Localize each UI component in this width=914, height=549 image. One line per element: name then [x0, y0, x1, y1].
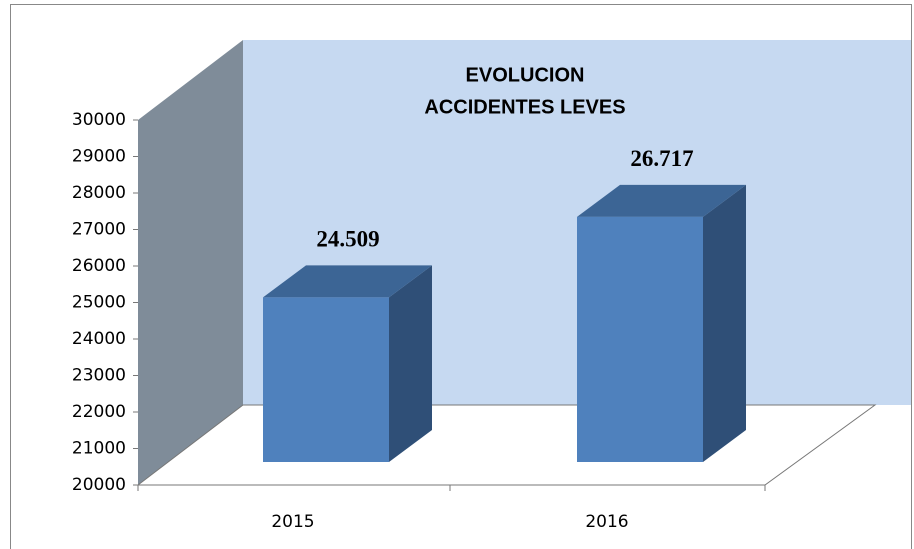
bar: [577, 216, 703, 462]
bar-side: [389, 265, 432, 462]
y-tick-label: 26000: [72, 256, 126, 276]
x-tick-label: 2016: [585, 512, 628, 532]
bar: [263, 297, 389, 462]
y-tick-label: 21000: [72, 439, 126, 459]
bar-top: [263, 265, 432, 298]
y-tick-label: 27000: [72, 220, 126, 240]
bar-top: [577, 184, 746, 217]
floor: [136, 404, 877, 486]
y-tick-label: 30000: [72, 110, 126, 130]
y-tick-label: 24000: [72, 329, 126, 349]
y-tick-label: 25000: [72, 293, 126, 313]
data-label: 24.509: [316, 227, 379, 252]
x-tick-label: 2015: [271, 512, 314, 532]
data-label: 26.717: [630, 146, 693, 171]
y-tick-label: 28000: [72, 183, 126, 203]
y-tick-label: 22000: [72, 402, 126, 422]
left-wall: [138, 40, 243, 485]
y-tick-label: 20000: [72, 475, 126, 495]
chart-title: EVOLUCION: [466, 64, 585, 86]
y-tick-label: 29000: [72, 147, 126, 167]
chart-title: ACCIDENTES LEVES: [424, 96, 625, 118]
y-tick-label: 23000: [72, 366, 126, 386]
bar-side: [703, 184, 746, 462]
